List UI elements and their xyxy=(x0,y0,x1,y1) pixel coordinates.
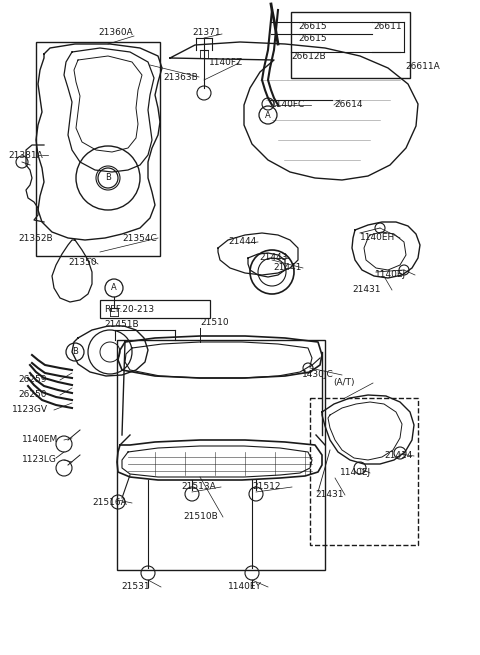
Bar xyxy=(291,12,410,78)
Text: 21510: 21510 xyxy=(200,318,228,327)
Text: 21354C: 21354C xyxy=(122,234,157,243)
Text: 1140EJ: 1140EJ xyxy=(375,270,406,279)
Text: 21510B: 21510B xyxy=(183,512,218,521)
Text: 21451B: 21451B xyxy=(104,320,139,329)
Text: 1140FZ: 1140FZ xyxy=(209,58,243,67)
Text: 21352B: 21352B xyxy=(18,234,53,243)
Text: 1140EM: 1140EM xyxy=(22,435,58,444)
Text: 1140FC: 1140FC xyxy=(271,100,305,109)
Bar xyxy=(100,300,210,318)
Text: 21513A: 21513A xyxy=(181,482,216,491)
Text: 21441: 21441 xyxy=(273,263,301,272)
Text: 21431: 21431 xyxy=(352,285,381,294)
Text: 26611A: 26611A xyxy=(405,62,440,71)
Bar xyxy=(117,340,325,570)
Text: B: B xyxy=(72,348,78,356)
Text: 26614: 26614 xyxy=(334,100,362,109)
Text: 1123GV: 1123GV xyxy=(12,405,48,414)
Text: A: A xyxy=(111,284,117,293)
Text: 21363B: 21363B xyxy=(163,73,198,82)
Text: B: B xyxy=(105,174,111,183)
Text: 21512: 21512 xyxy=(252,482,280,491)
Text: 26611: 26611 xyxy=(373,22,402,31)
Text: 21360A: 21360A xyxy=(98,28,133,37)
Text: 1140EJ: 1140EJ xyxy=(340,468,371,477)
Bar xyxy=(36,42,160,256)
Text: 21414: 21414 xyxy=(384,451,412,460)
Text: 21350: 21350 xyxy=(68,258,96,267)
Text: 21443: 21443 xyxy=(259,253,288,262)
Text: 1430JC: 1430JC xyxy=(302,370,334,379)
Text: 1140EY: 1140EY xyxy=(228,582,262,591)
Text: (A/T): (A/T) xyxy=(333,378,355,387)
Bar xyxy=(310,398,418,545)
Text: 26259: 26259 xyxy=(18,375,47,384)
Text: 26612B: 26612B xyxy=(291,52,325,61)
Text: 26615: 26615 xyxy=(298,22,326,31)
Text: 26615: 26615 xyxy=(298,34,326,43)
Text: 21531: 21531 xyxy=(121,582,150,591)
Text: 21371: 21371 xyxy=(192,28,221,37)
Text: 1123LG: 1123LG xyxy=(22,455,57,464)
Text: 21381A: 21381A xyxy=(8,151,43,160)
Text: A: A xyxy=(265,111,271,119)
Text: 21516A: 21516A xyxy=(92,498,127,507)
Text: 1140EH: 1140EH xyxy=(360,233,395,242)
Text: 21431: 21431 xyxy=(315,490,344,499)
Text: 21444: 21444 xyxy=(228,237,256,246)
Text: 26250: 26250 xyxy=(18,390,47,399)
Text: REF.20-213: REF.20-213 xyxy=(104,305,154,314)
